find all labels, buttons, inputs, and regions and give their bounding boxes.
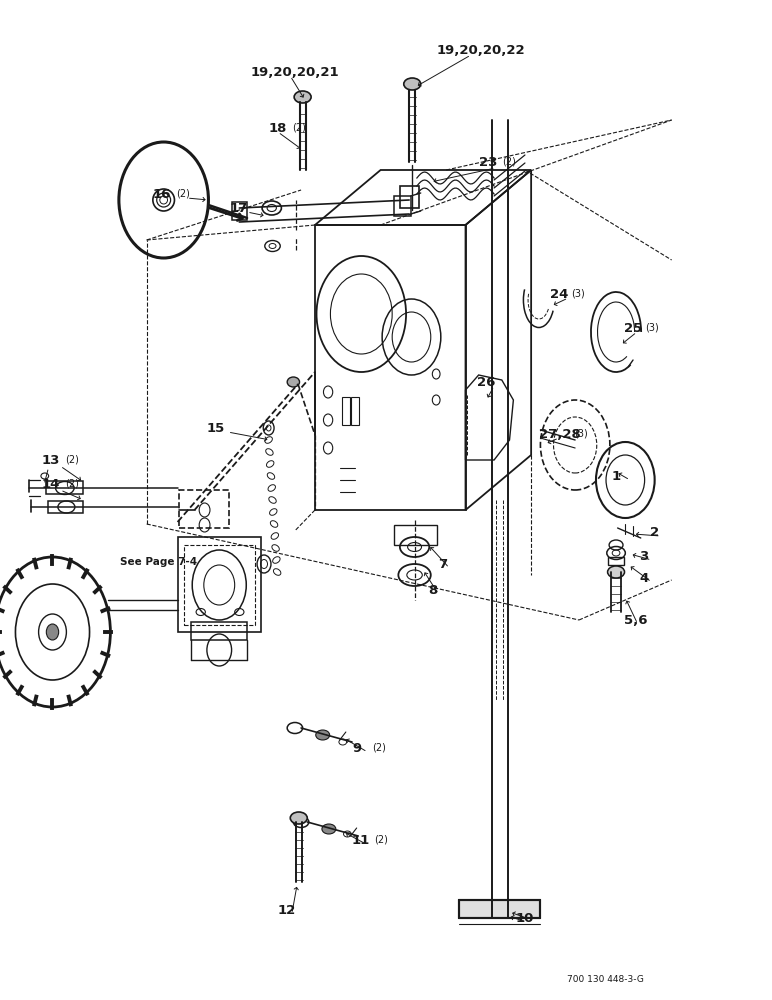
Text: 7: 7 bbox=[438, 558, 448, 570]
Text: 13: 13 bbox=[42, 454, 60, 466]
Text: (2): (2) bbox=[176, 189, 190, 199]
Text: 1: 1 bbox=[611, 470, 621, 483]
Bar bbox=[232, 202, 247, 220]
Bar bbox=[179, 490, 229, 528]
Text: (3): (3) bbox=[645, 323, 659, 333]
Ellipse shape bbox=[290, 812, 307, 824]
Ellipse shape bbox=[608, 566, 625, 578]
Text: 5,6: 5,6 bbox=[624, 613, 647, 626]
Text: (2): (2) bbox=[502, 157, 516, 167]
Text: (2): (2) bbox=[65, 479, 79, 489]
Text: 26: 26 bbox=[477, 375, 496, 388]
Text: 18: 18 bbox=[269, 121, 287, 134]
Text: 17: 17 bbox=[230, 202, 249, 215]
Text: 19,20,20,21: 19,20,20,21 bbox=[251, 66, 340, 79]
Text: (2): (2) bbox=[65, 455, 79, 465]
Text: 24: 24 bbox=[550, 288, 568, 300]
Ellipse shape bbox=[404, 78, 421, 90]
Text: 8: 8 bbox=[428, 584, 438, 596]
Bar bbox=[184, 545, 255, 625]
Text: 19,20,20,22: 19,20,20,22 bbox=[436, 43, 525, 56]
Text: 11: 11 bbox=[352, 834, 371, 846]
Circle shape bbox=[46, 624, 59, 640]
Bar bbox=[400, 186, 419, 208]
Bar bbox=[351, 397, 359, 425]
Text: 27,28: 27,28 bbox=[539, 428, 581, 440]
Bar bbox=[178, 537, 261, 632]
Text: 16: 16 bbox=[153, 188, 171, 200]
Text: 700 130 448-3-G: 700 130 448-3-G bbox=[567, 976, 645, 984]
Bar bbox=[394, 525, 437, 545]
Text: 2: 2 bbox=[650, 526, 659, 538]
Bar bbox=[342, 397, 350, 425]
Text: 3: 3 bbox=[639, 550, 648, 562]
Text: 9: 9 bbox=[352, 742, 361, 754]
Ellipse shape bbox=[322, 824, 336, 834]
Text: 15: 15 bbox=[207, 422, 225, 434]
Text: (3): (3) bbox=[571, 289, 585, 299]
Text: 4: 4 bbox=[639, 572, 648, 584]
Ellipse shape bbox=[316, 730, 330, 740]
Bar bbox=[394, 196, 411, 216]
Ellipse shape bbox=[294, 91, 311, 103]
Text: (2): (2) bbox=[292, 123, 306, 133]
Text: 12: 12 bbox=[278, 904, 296, 916]
Text: (3): (3) bbox=[574, 429, 588, 439]
Bar bbox=[46, 481, 83, 494]
Bar bbox=[191, 622, 247, 640]
Text: 25: 25 bbox=[624, 322, 642, 334]
Text: (2): (2) bbox=[374, 835, 388, 845]
Text: (2): (2) bbox=[372, 743, 386, 753]
Text: See Page 7-4: See Page 7-4 bbox=[120, 557, 197, 567]
Bar bbox=[459, 900, 540, 918]
Text: 14: 14 bbox=[42, 478, 60, 490]
Ellipse shape bbox=[287, 377, 300, 387]
Text: 23: 23 bbox=[479, 155, 497, 168]
Bar bbox=[48, 501, 83, 513]
Text: 10: 10 bbox=[516, 912, 534, 924]
